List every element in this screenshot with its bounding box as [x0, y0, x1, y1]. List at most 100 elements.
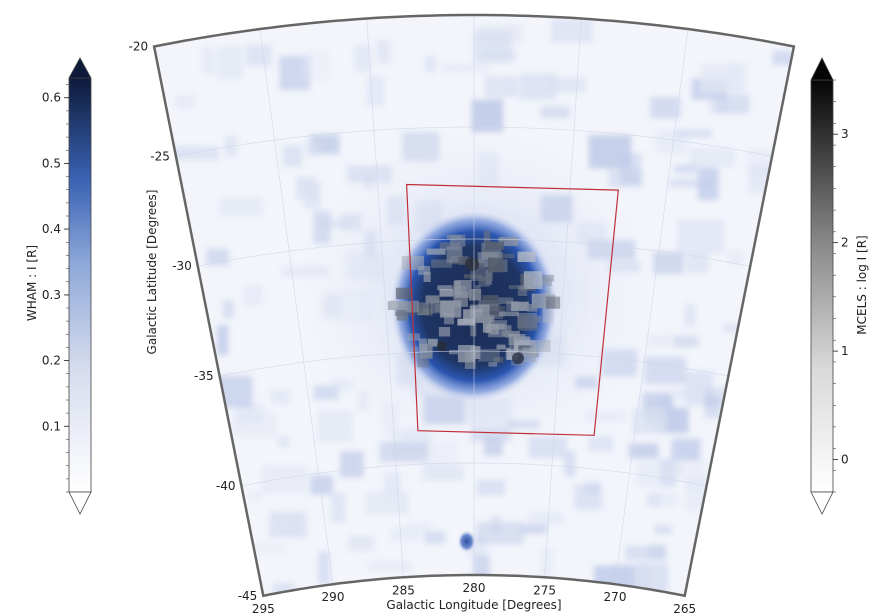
- diffuse-patch: [728, 250, 744, 266]
- x-tick-label: 275: [533, 583, 556, 597]
- mcels-patch: [428, 338, 438, 347]
- grid-lat-line: [197, 238, 751, 267]
- wham-colorbar-label: WHAM : I [R]: [25, 245, 39, 321]
- mcels-patch: [469, 289, 482, 301]
- diffuse-patch: [406, 522, 432, 534]
- mcels-patch: [506, 348, 518, 360]
- diffuse-patch: [671, 438, 701, 461]
- diffuse-patch: [269, 511, 307, 538]
- wham-colorbar-ticks: 0.1 0.2 0.3 0.4 0.5 0.6: [42, 84, 69, 493]
- diffuse-patch: [632, 407, 667, 435]
- grid-lon-line: [614, 28, 689, 585]
- y-tick-label: -25: [150, 149, 170, 163]
- mcels-patch: [526, 303, 538, 312]
- colorbar-tick-label: 0.6: [42, 91, 61, 105]
- mcels-patch: [483, 230, 491, 246]
- map-panel: 295 290 285 280 275 270 265 -20 -25 -30 -35 -40 -45…: [128, 13, 796, 616]
- mcels-patch: [426, 248, 446, 255]
- diffuse-patch: [278, 435, 290, 448]
- mcels-patch: [417, 302, 429, 316]
- colorbar-tick-label: 0.3: [42, 288, 61, 302]
- diffuse-patch: [422, 465, 465, 481]
- grid-lon-line: [366, 18, 404, 578]
- mcels-knot: [437, 341, 447, 352]
- diffuse-patch: [270, 389, 291, 404]
- diffuse-patch: [654, 524, 672, 535]
- colorbar-tick-label: 0.1: [42, 419, 61, 433]
- mcels-patch: [496, 344, 506, 350]
- mcels-patch: [517, 251, 536, 262]
- diffuse-patch: [376, 39, 391, 64]
- mcels-colorbar-extend-top: [810, 57, 834, 81]
- diffuse-patch: [219, 197, 263, 217]
- grid-lon-line: [544, 18, 582, 578]
- mcels-colorbar-fill: [810, 79, 834, 493]
- diffuse-patch: [547, 77, 586, 93]
- mcels-patch: [458, 345, 476, 363]
- mcels-patch: [542, 308, 554, 323]
- mcels-patch: [482, 295, 499, 304]
- grid-lat-line: [175, 126, 773, 157]
- y-tick-label: -40: [216, 479, 236, 493]
- mcels-patch: [425, 295, 440, 304]
- mcels-patch: [534, 315, 542, 323]
- mcels-patch: [390, 300, 398, 309]
- colorbar-tick-label: 3: [841, 127, 849, 141]
- diffuse-patch: [368, 561, 412, 571]
- mcels-patch: [542, 274, 555, 282]
- mcels-patch: [529, 340, 551, 352]
- diffuse-patch: [366, 76, 385, 106]
- colorbar-tick-label: 0: [841, 453, 849, 467]
- mcels-patch: [396, 308, 408, 321]
- mcels-patch: [505, 347, 512, 359]
- diffuse-patch: [574, 484, 603, 510]
- y-tick-label: -35: [194, 369, 214, 383]
- diffuse-patch: [521, 525, 547, 534]
- diffuse-patch: [309, 475, 333, 495]
- diffuse-patch: [318, 551, 330, 585]
- x-tick-label: 285: [392, 583, 415, 597]
- mcels-patch: [501, 331, 520, 337]
- overlay-rectangle: [405, 183, 619, 436]
- wham-colorbar-extend-top: [68, 57, 92, 79]
- mcels-patch: [423, 271, 431, 282]
- mcels-knot: [465, 257, 479, 272]
- diffuse-patch: [304, 139, 320, 158]
- y-tick-label: -45: [238, 589, 258, 603]
- x-tick-label: 295: [252, 602, 275, 616]
- diffuse-patch: [674, 336, 699, 347]
- diffuse-patch: [650, 96, 681, 119]
- mcels-patch: [454, 280, 472, 298]
- mcels-patch: [449, 350, 459, 355]
- mcels-patch: [387, 301, 409, 310]
- mcels-patch: [431, 259, 452, 268]
- mcels-patch: [426, 302, 433, 316]
- mcels-knot: [512, 352, 524, 365]
- diffuse-patch: [366, 492, 409, 514]
- mcels-patch: [475, 311, 490, 323]
- diffuse-patch: [527, 512, 564, 525]
- diffuse-patch: [206, 248, 230, 266]
- mcels-patch: [450, 234, 466, 247]
- mcels-patch: [469, 305, 478, 313]
- mcels-patch: [478, 276, 490, 287]
- mcels-patch: [395, 287, 413, 300]
- diffuse-patch: [772, 50, 794, 66]
- colorbar-tick-label: 2: [841, 236, 849, 250]
- mcels-patch: [470, 321, 477, 337]
- grid-lat-line: [241, 462, 707, 487]
- diffuse-patch: [551, 18, 593, 43]
- diffuse-patch: [709, 96, 728, 114]
- wham-colorbar-extend-bottom: [68, 491, 92, 515]
- diffuse-patch: [476, 521, 524, 545]
- wham-colorbar-fill: [68, 77, 92, 493]
- diffuse-patch: [625, 545, 667, 561]
- diffuse-patch: [700, 63, 744, 94]
- diffuse-patch: [243, 285, 263, 306]
- mcels-patch: [470, 304, 490, 319]
- mcels-patch: [488, 257, 504, 273]
- mcels-patch: [458, 256, 471, 265]
- diffuse-patch: [424, 55, 436, 72]
- x-tick-label: 270: [604, 590, 627, 604]
